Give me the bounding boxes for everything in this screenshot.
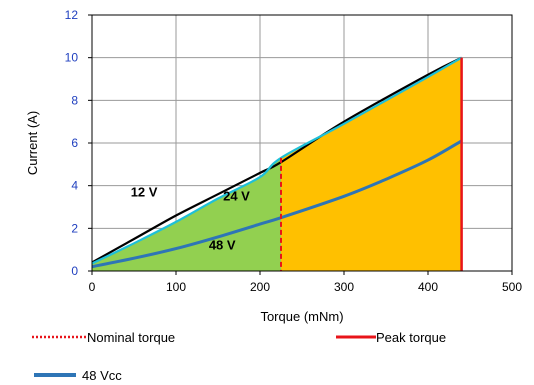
x-tick-label: 200 (250, 280, 270, 294)
y-tick-label: 0 (71, 264, 78, 278)
torque-limit-lines (280, 57, 463, 271)
x-tick-label: 100 (166, 280, 186, 294)
x-axis-label: Torque (mNm) (260, 309, 343, 324)
curve-label: 12 V (131, 184, 158, 199)
legend: Nominal torque Peak torque 48 Vcc (32, 330, 446, 383)
curve-label: 24 V (223, 189, 250, 204)
axis-ticks: 0 2 4 6 8 10 12 0 100 200 300 400 500 (65, 8, 523, 294)
y-tick-label: 4 (71, 179, 78, 193)
legend-48vcc-label: 48 Vcc (82, 368, 122, 383)
x-tick-label: 400 (418, 280, 438, 294)
curve-label: 48 V (209, 238, 236, 253)
y-tick-label: 8 (71, 93, 78, 107)
y-axis-label: Current (A) (25, 111, 40, 175)
series-line-24v (91, 56, 463, 265)
operating-areas (92, 57, 462, 272)
intermittent-operation-area (281, 57, 462, 272)
continuous-operation-area (92, 157, 281, 271)
legend-peak-torque-label: Peak torque (376, 330, 446, 345)
y-tick-label: 12 (65, 8, 79, 22)
x-tick-label: 300 (334, 280, 354, 294)
y-tick-label: 6 (71, 136, 78, 150)
x-tick-label: 0 (89, 280, 96, 294)
legend-nominal-torque-label: Nominal torque (87, 330, 175, 345)
curve-labels: 12 V 24 V 48 V (131, 184, 250, 252)
y-tick-label: 10 (65, 51, 79, 65)
series-line-12v (91, 56, 463, 264)
series-line-48v (91, 139, 463, 269)
x-tick-label: 500 (502, 280, 522, 294)
series-lines (91, 56, 463, 269)
y-tick-label: 2 (71, 221, 78, 235)
